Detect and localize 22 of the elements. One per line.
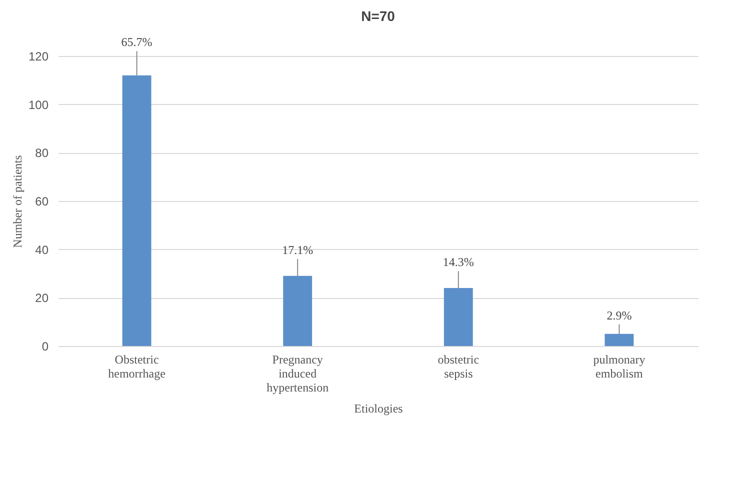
x-axis-title: Etiologies	[354, 402, 404, 416]
annotation: 14.3%	[442, 255, 474, 270]
annotation: 17.1%	[282, 243, 314, 257]
x-tick-label: obstetric sepsis	[438, 352, 480, 380]
x-tick-label: pulmonary embolism	[593, 352, 646, 380]
y-tick-label: 20	[35, 291, 49, 306]
bar	[604, 334, 634, 346]
y-tick-label: 40	[35, 242, 49, 257]
annotation: 65.7%	[121, 35, 152, 50]
y-tick-label: 80	[35, 146, 49, 160]
bar	[283, 276, 312, 346]
y-tick-label: 0	[42, 340, 49, 354]
x-tick-label: Pregnancy induced hypertension	[266, 352, 329, 394]
y-tick-label: 60	[35, 194, 49, 208]
bar	[444, 288, 473, 346]
bar	[122, 75, 152, 346]
y-axis-title: Number of patients	[10, 154, 24, 248]
chart-title: N=70	[361, 8, 396, 24]
annotation: 2.9%	[606, 308, 632, 322]
y-tick-label: 120	[28, 50, 49, 64]
y-tick-label: 100	[28, 98, 49, 112]
x-tick-label: Obstetric hemorrhage	[108, 352, 166, 380]
